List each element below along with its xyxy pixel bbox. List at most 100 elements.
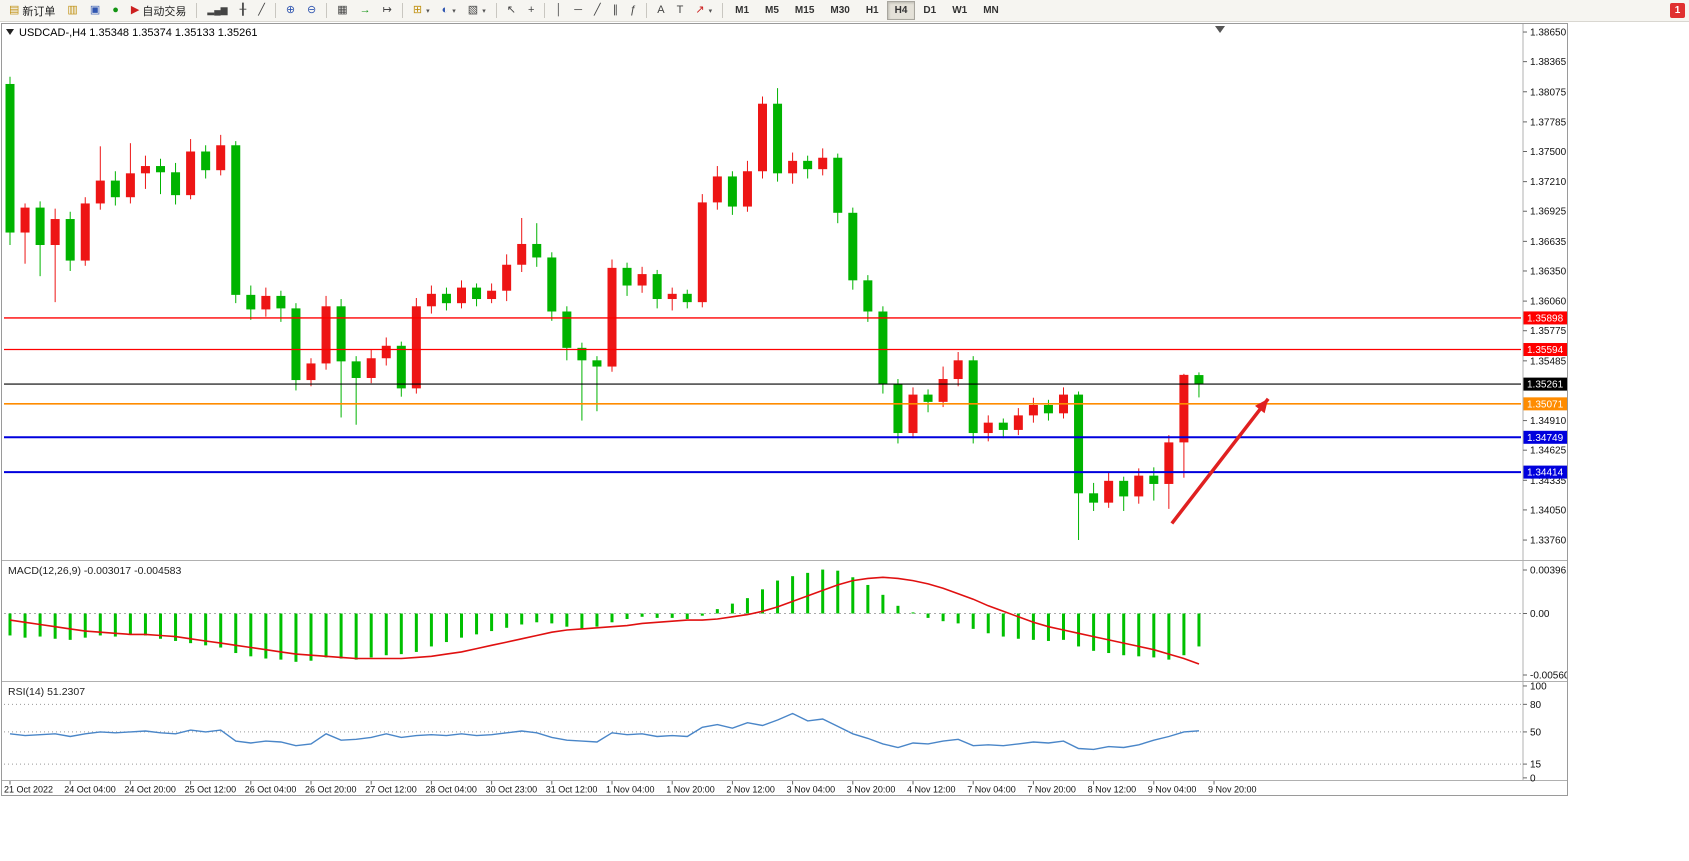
price-tag-support-upper[interactable]	[1523, 430, 1568, 444]
candle-body	[351, 361, 361, 378]
candle-body	[863, 280, 873, 312]
channel-button[interactable]: ∥	[607, 1, 625, 20]
time-axis-label: 3 Nov 20:00	[847, 785, 896, 795]
text-label-button[interactable]: T	[671, 1, 690, 20]
price-axis-label: 1.34625	[1530, 446, 1567, 457]
candle-body	[1028, 404, 1038, 416]
candle-body	[426, 293, 436, 307]
price-tag-resistance-lower[interactable]	[1523, 343, 1568, 357]
price-axis-label: 1.36635	[1530, 237, 1567, 248]
text-button[interactable]: A	[651, 1, 670, 20]
profiles-button[interactable]: ◐ ▾	[436, 1, 462, 20]
price-chart-canvas[interactable]: 1.38650 1.38365 1.38075 1.37785 1.37500 1.372…	[2, 24, 1567, 795]
auto-scroll-button[interactable]: →	[354, 1, 377, 20]
one-click-trading-toggle[interactable]	[6, 29, 14, 35]
price-tag-resistance-upper[interactable]	[1523, 311, 1568, 325]
candle-body	[186, 151, 196, 196]
candle-body	[35, 207, 45, 246]
macd-label: MACD(12,26,9) -0.003017 -0.004583	[8, 565, 182, 577]
zoom-out-button[interactable]: ⊖	[301, 1, 322, 20]
candle-body	[441, 293, 451, 304]
candle-body	[908, 394, 918, 434]
timeframe-m30-button[interactable]: M30	[822, 1, 857, 20]
templates-icon: ▧	[467, 4, 479, 16]
text-label-icon: T	[676, 4, 684, 16]
time-axis-label: 7 Nov 20:00	[1027, 785, 1076, 795]
candle-body	[50, 219, 60, 246]
zoom-in-button[interactable]: ⊕	[280, 1, 301, 20]
time-axis-label: 26 Oct 20:00	[305, 785, 357, 795]
fibonacci-icon: ƒ	[630, 4, 637, 16]
chevron-down-icon: ▾	[708, 7, 713, 15]
new-order-label: 新订单	[22, 5, 56, 18]
tile-windows-button[interactable]: ▦	[331, 1, 353, 20]
timeframe-mn-button[interactable]: MN	[975, 1, 1007, 20]
price-tag-label: 1.35898	[1527, 313, 1564, 324]
price-tag-pivot-orange[interactable]	[1523, 397, 1568, 411]
fibonacci-button[interactable]: ƒ	[624, 1, 642, 20]
trendline-button[interactable]: ╱	[588, 1, 607, 20]
rsi-line	[9, 712, 1200, 751]
timeframe-h4-button[interactable]: H4	[886, 1, 916, 20]
candle-body	[1119, 480, 1129, 497]
candle-body	[472, 287, 482, 300]
candle-body	[457, 287, 466, 304]
candle-body	[231, 145, 241, 295]
time-axis-label: 28 Oct 04:00	[425, 785, 477, 795]
market-watch-button[interactable]: ▥	[61, 1, 83, 20]
timeframe-m5-button[interactable]: M5	[757, 1, 787, 20]
templates-button[interactable]: ▧ ▾	[462, 1, 492, 20]
navigator-button[interactable]: ●	[106, 1, 125, 20]
rsi-axis-label: 0	[1530, 773, 1536, 784]
candle-body	[953, 360, 963, 380]
candle-body	[110, 180, 120, 198]
autotrade-button[interactable]: ▶ 自动交易	[125, 1, 192, 20]
candle-body	[1194, 375, 1204, 385]
candle-body	[1013, 415, 1023, 430]
data-window-button[interactable]: ▣	[84, 1, 106, 20]
price-tag-current-price[interactable]	[1523, 377, 1568, 391]
candle-body	[803, 160, 813, 170]
candlestick-icon: ╂	[239, 4, 247, 16]
timeframe-w1-button[interactable]: W1	[944, 1, 975, 20]
timeframe-d1-button[interactable]: D1	[915, 1, 944, 20]
candle-body	[487, 290, 497, 300]
new-chart-button[interactable]: ⊞ ▾	[407, 1, 436, 20]
chart-bars-button[interactable]: ▂▄▆	[201, 1, 233, 20]
vertical-line-button[interactable]: │	[549, 1, 568, 20]
arrow-tools-button[interactable]: ↗ ▾	[689, 1, 718, 20]
candle-body	[592, 360, 602, 367]
chart-shift-button[interactable]: ↦	[377, 1, 398, 20]
candle-body	[502, 264, 512, 291]
timeframe-m15-button[interactable]: M15	[787, 1, 822, 20]
candle-body	[396, 345, 406, 389]
chart-line-button[interactable]: ╱	[252, 1, 271, 20]
time-axis-label: 27 Oct 12:00	[365, 785, 417, 795]
time-axis-label: 8 Nov 12:00	[1088, 785, 1137, 795]
notification-badge[interactable]: 1	[1670, 3, 1685, 18]
chevron-down-icon: ▾	[426, 7, 430, 15]
horizontal-line-button[interactable]: ─	[568, 1, 588, 20]
candle-body	[5, 83, 15, 233]
price-axis-label: 1.36060	[1530, 297, 1567, 308]
toolbar-separator	[646, 3, 648, 18]
bar-chart-icon: ▂▄▆	[207, 5, 228, 15]
macd-axis-label: 0.00	[1530, 609, 1550, 620]
candle-body	[246, 294, 256, 310]
trend-arrow[interactable]	[1170, 397, 1270, 525]
market-watch-icon: ▥	[67, 4, 78, 16]
candle-body	[712, 176, 722, 203]
timeframe-m1-button[interactable]: M1	[727, 1, 757, 20]
chart-shift-marker[interactable]	[1215, 26, 1226, 33]
new-order-button[interactable]: ▤ 新订单	[3, 1, 61, 20]
candle-body	[20, 207, 30, 233]
price-tag-support-lower[interactable]	[1523, 465, 1568, 479]
timeframe-h1-button[interactable]: H1	[858, 1, 887, 20]
candle-body	[893, 384, 903, 434]
new-order-icon: ▤	[9, 4, 20, 16]
time-axis-label: 21 Oct 2022	[4, 785, 53, 795]
chart-candles-button[interactable]: ╂	[234, 1, 253, 20]
cursor-button[interactable]: ↖	[501, 1, 522, 20]
crosshair-button[interactable]: +	[522, 1, 540, 20]
vertical-line-icon: │	[555, 4, 563, 16]
